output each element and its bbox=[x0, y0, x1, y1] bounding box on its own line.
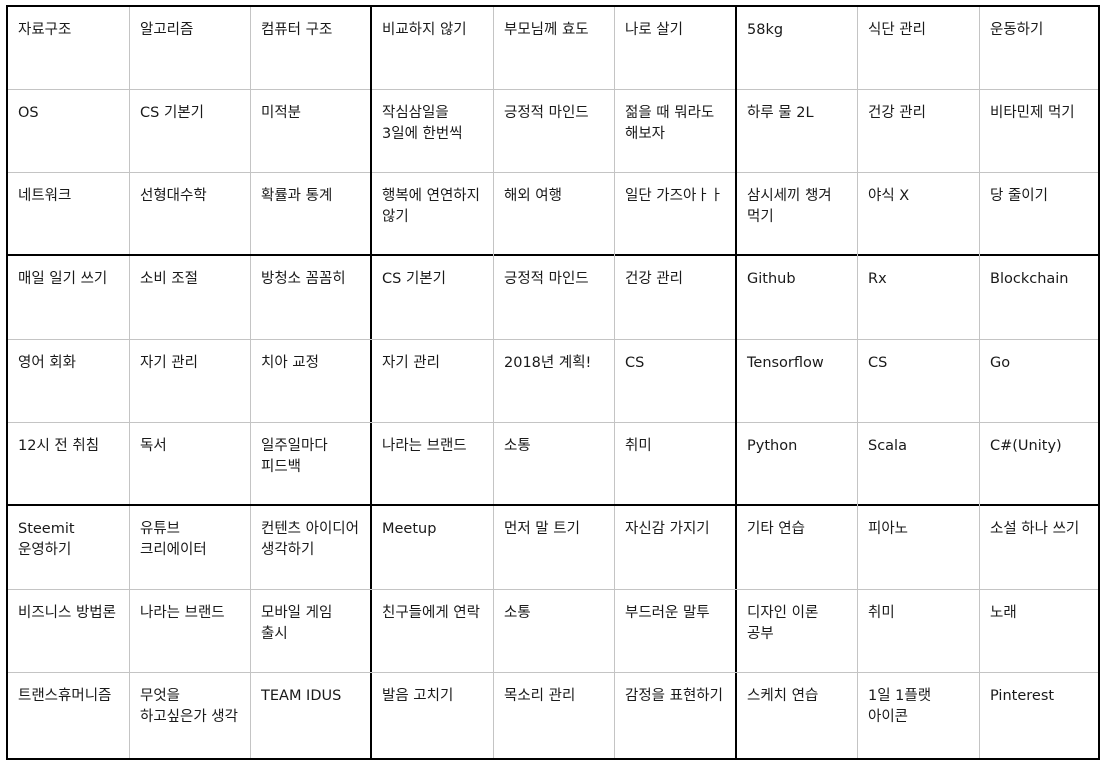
grid-horizontal-divider bbox=[8, 339, 1098, 340]
grid-cell-r8-c6: 부드러운 말투 bbox=[625, 605, 710, 621]
grid-vertical-divider bbox=[735, 7, 737, 758]
grid-vertical-divider bbox=[979, 7, 980, 758]
grid-cell-r9-c5: 목소리 관리 bbox=[504, 688, 576, 704]
grid-cell-r9-c3: TEAM IDUS bbox=[261, 688, 342, 704]
grid-horizontal-divider bbox=[8, 172, 1098, 173]
grid-cell-r2-c5: 긍정적 마인드 bbox=[504, 105, 589, 121]
grid-horizontal-divider bbox=[8, 254, 1098, 256]
grid-cell-r5-c4: 자기 관리 bbox=[382, 355, 440, 371]
grid-cell-r4-c7: Github bbox=[747, 271, 796, 287]
grid-cell-r8-c8: 취미 bbox=[868, 605, 895, 621]
grid-cell-r9-c7: 스케치 연습 bbox=[747, 688, 819, 704]
grid-cell-r3-c7: 삼시세끼 챙겨 먹기 bbox=[747, 188, 832, 225]
grid-cell-r3-c6: 일단 가즈아ㅏㅏ bbox=[625, 188, 723, 204]
grid-cell-r7-c4: Meetup bbox=[382, 521, 437, 537]
grid-cell-r5-c5: 2018년 계획! bbox=[504, 355, 592, 371]
grid-vertical-divider bbox=[129, 7, 130, 758]
grid-horizontal-divider bbox=[8, 504, 1098, 506]
grid-cell-r5-c2: 자기 관리 bbox=[140, 355, 198, 371]
grid-cell-r6-c6: 취미 bbox=[625, 438, 652, 454]
grid-cell-r1-c9: 운동하기 bbox=[990, 22, 1044, 38]
grid-cell-r8-c3: 모바일 게임 출시 bbox=[261, 605, 333, 642]
mandalart-grid: 자료구조 알고리즘 컴퓨터 구조 비교하지 않기 부모님께 효도 나로 살기 58kg 식단 … bbox=[6, 5, 1100, 760]
grid-cell-r6-c1: 12시 전 취침 bbox=[18, 438, 100, 454]
grid-cell-r6-c7: Python bbox=[747, 438, 798, 454]
grid-cell-r6-c9: C#(Unity) bbox=[990, 438, 1062, 454]
grid-cell-r1-c8: 식단 관리 bbox=[868, 22, 926, 38]
grid-cell-r2-c6: 젊을 때 뭐라도 해보자 bbox=[625, 105, 715, 142]
grid-cell-r4-c9: Blockchain bbox=[990, 271, 1069, 287]
grid-cell-r6-c3: 일주일마다 피드백 bbox=[261, 438, 328, 475]
grid-cell-r2-c8: 건강 관리 bbox=[868, 105, 926, 121]
grid-cell-r9-c4: 발음 고치기 bbox=[382, 688, 454, 704]
grid-cell-r1-c2: 알고리즘 bbox=[140, 22, 194, 38]
grid-cell-r7-c3: 컨텐츠 아이디어 생각하기 bbox=[261, 521, 359, 558]
grid-vertical-divider bbox=[250, 7, 251, 758]
grid-cell-r7-c2: 유튜브 크리에이터 bbox=[140, 521, 207, 558]
grid-cell-r4-c6: 건강 관리 bbox=[625, 271, 683, 287]
grid-horizontal-divider bbox=[8, 422, 1098, 423]
grid-cell-r3-c3: 확률과 통계 bbox=[261, 188, 333, 204]
grid-cell-r4-c1: 매일 일기 쓰기 bbox=[18, 271, 108, 287]
grid-cell-r4-c5: 긍정적 마인드 bbox=[504, 271, 589, 287]
grid-horizontal-divider bbox=[8, 672, 1098, 673]
grid-cell-r3-c8: 야식 X bbox=[868, 188, 910, 204]
grid-cell-r1-c7: 58kg bbox=[747, 22, 784, 38]
grid-cell-r5-c7: Tensorflow bbox=[747, 355, 824, 371]
grid-vertical-divider bbox=[614, 7, 615, 758]
grid-cell-r2-c9: 비타민제 먹기 bbox=[990, 105, 1075, 121]
grid-cell-r3-c4: 행복에 연연하지 않기 bbox=[382, 188, 480, 225]
grid-cell-r2-c4: 작심삼일을 3일에 한번씩 bbox=[382, 105, 463, 142]
grid-cell-r6-c2: 독서 bbox=[140, 438, 167, 454]
grid-cell-r9-c9: Pinterest bbox=[990, 688, 1055, 704]
grid-cell-r1-c5: 부모님께 효도 bbox=[504, 22, 589, 38]
grid-cell-r8-c9: 노래 bbox=[990, 605, 1017, 621]
grid-cell-r3-c5: 해외 여행 bbox=[504, 188, 562, 204]
grid-cell-r1-c1: 자료구조 bbox=[18, 22, 72, 38]
grid-cell-r7-c5: 먼저 말 트기 bbox=[504, 521, 580, 537]
grid-cell-r6-c4: 나라는 브랜드 bbox=[382, 438, 467, 454]
grid-vertical-divider bbox=[857, 7, 858, 758]
grid-cell-r4-c3: 방청소 꼼꼼히 bbox=[261, 271, 346, 287]
grid-cell-r4-c2: 소비 조절 bbox=[140, 271, 198, 287]
grid-horizontal-divider bbox=[8, 589, 1098, 590]
grid-cell-r3-c1: 네트워크 bbox=[18, 188, 72, 204]
grid-cell-r4-c8: Rx bbox=[868, 271, 887, 287]
grid-cell-r7-c9: 소설 하나 쓰기 bbox=[990, 521, 1080, 537]
grid-cell-r7-c1: Steemit 운영하기 bbox=[18, 521, 75, 558]
grid-cell-r6-c8: Scala bbox=[868, 438, 907, 454]
grid-cell-r2-c3: 미적분 bbox=[261, 105, 302, 121]
grid-cell-r8-c2: 나라는 브랜드 bbox=[140, 605, 225, 621]
grid-cell-r9-c8: 1일 1플랫 아이콘 bbox=[868, 688, 932, 725]
grid-cell-r1-c6: 나로 살기 bbox=[625, 22, 683, 38]
grid-cell-r5-c6: CS bbox=[625, 355, 645, 371]
grid-cell-r8-c1: 비즈니스 방법론 bbox=[18, 605, 116, 621]
grid-cell-r5-c8: CS bbox=[868, 355, 888, 371]
grid-horizontal-divider bbox=[8, 89, 1098, 90]
grid-cell-r7-c6: 자신감 가지기 bbox=[625, 521, 710, 537]
grid-cell-r5-c3: 치아 교정 bbox=[261, 355, 319, 371]
grid-vertical-divider bbox=[370, 7, 372, 758]
grid-cell-r7-c7: 기타 연습 bbox=[747, 521, 805, 537]
grid-cell-r8-c7: 디자인 이론 공부 bbox=[747, 605, 819, 642]
grid-cell-r1-c3: 컴퓨터 구조 bbox=[261, 22, 333, 38]
grid-cell-r7-c8: 피아노 bbox=[868, 521, 909, 537]
grid-cell-r8-c5: 소통 bbox=[504, 605, 531, 621]
grid-cell-r5-c1: 영어 회화 bbox=[18, 355, 76, 371]
grid-cell-r5-c9: Go bbox=[990, 355, 1011, 371]
grid-cell-r4-c4: CS 기본기 bbox=[382, 271, 446, 287]
grid-cell-r9-c2: 무엇을 하고싶은가 생각 bbox=[140, 688, 238, 725]
grid-cell-r6-c5: 소통 bbox=[504, 438, 531, 454]
grid-cell-r2-c7: 하루 물 2L bbox=[747, 105, 814, 121]
grid-cell-r9-c6: 감정을 표현하기 bbox=[625, 688, 723, 704]
grid-cell-r2-c2: CS 기본기 bbox=[140, 105, 204, 121]
grid-cell-r9-c1: 트랜스휴머니즘 bbox=[18, 688, 112, 704]
grid-cell-r3-c9: 당 줄이기 bbox=[990, 188, 1048, 204]
grid-cell-r3-c2: 선형대수학 bbox=[140, 188, 207, 204]
grid-vertical-divider bbox=[493, 7, 494, 758]
grid-cell-r2-c1: OS bbox=[18, 105, 39, 121]
grid-cell-r1-c4: 비교하지 않기 bbox=[382, 22, 467, 38]
grid-cell-r8-c4: 친구들에게 연락 bbox=[382, 605, 480, 621]
